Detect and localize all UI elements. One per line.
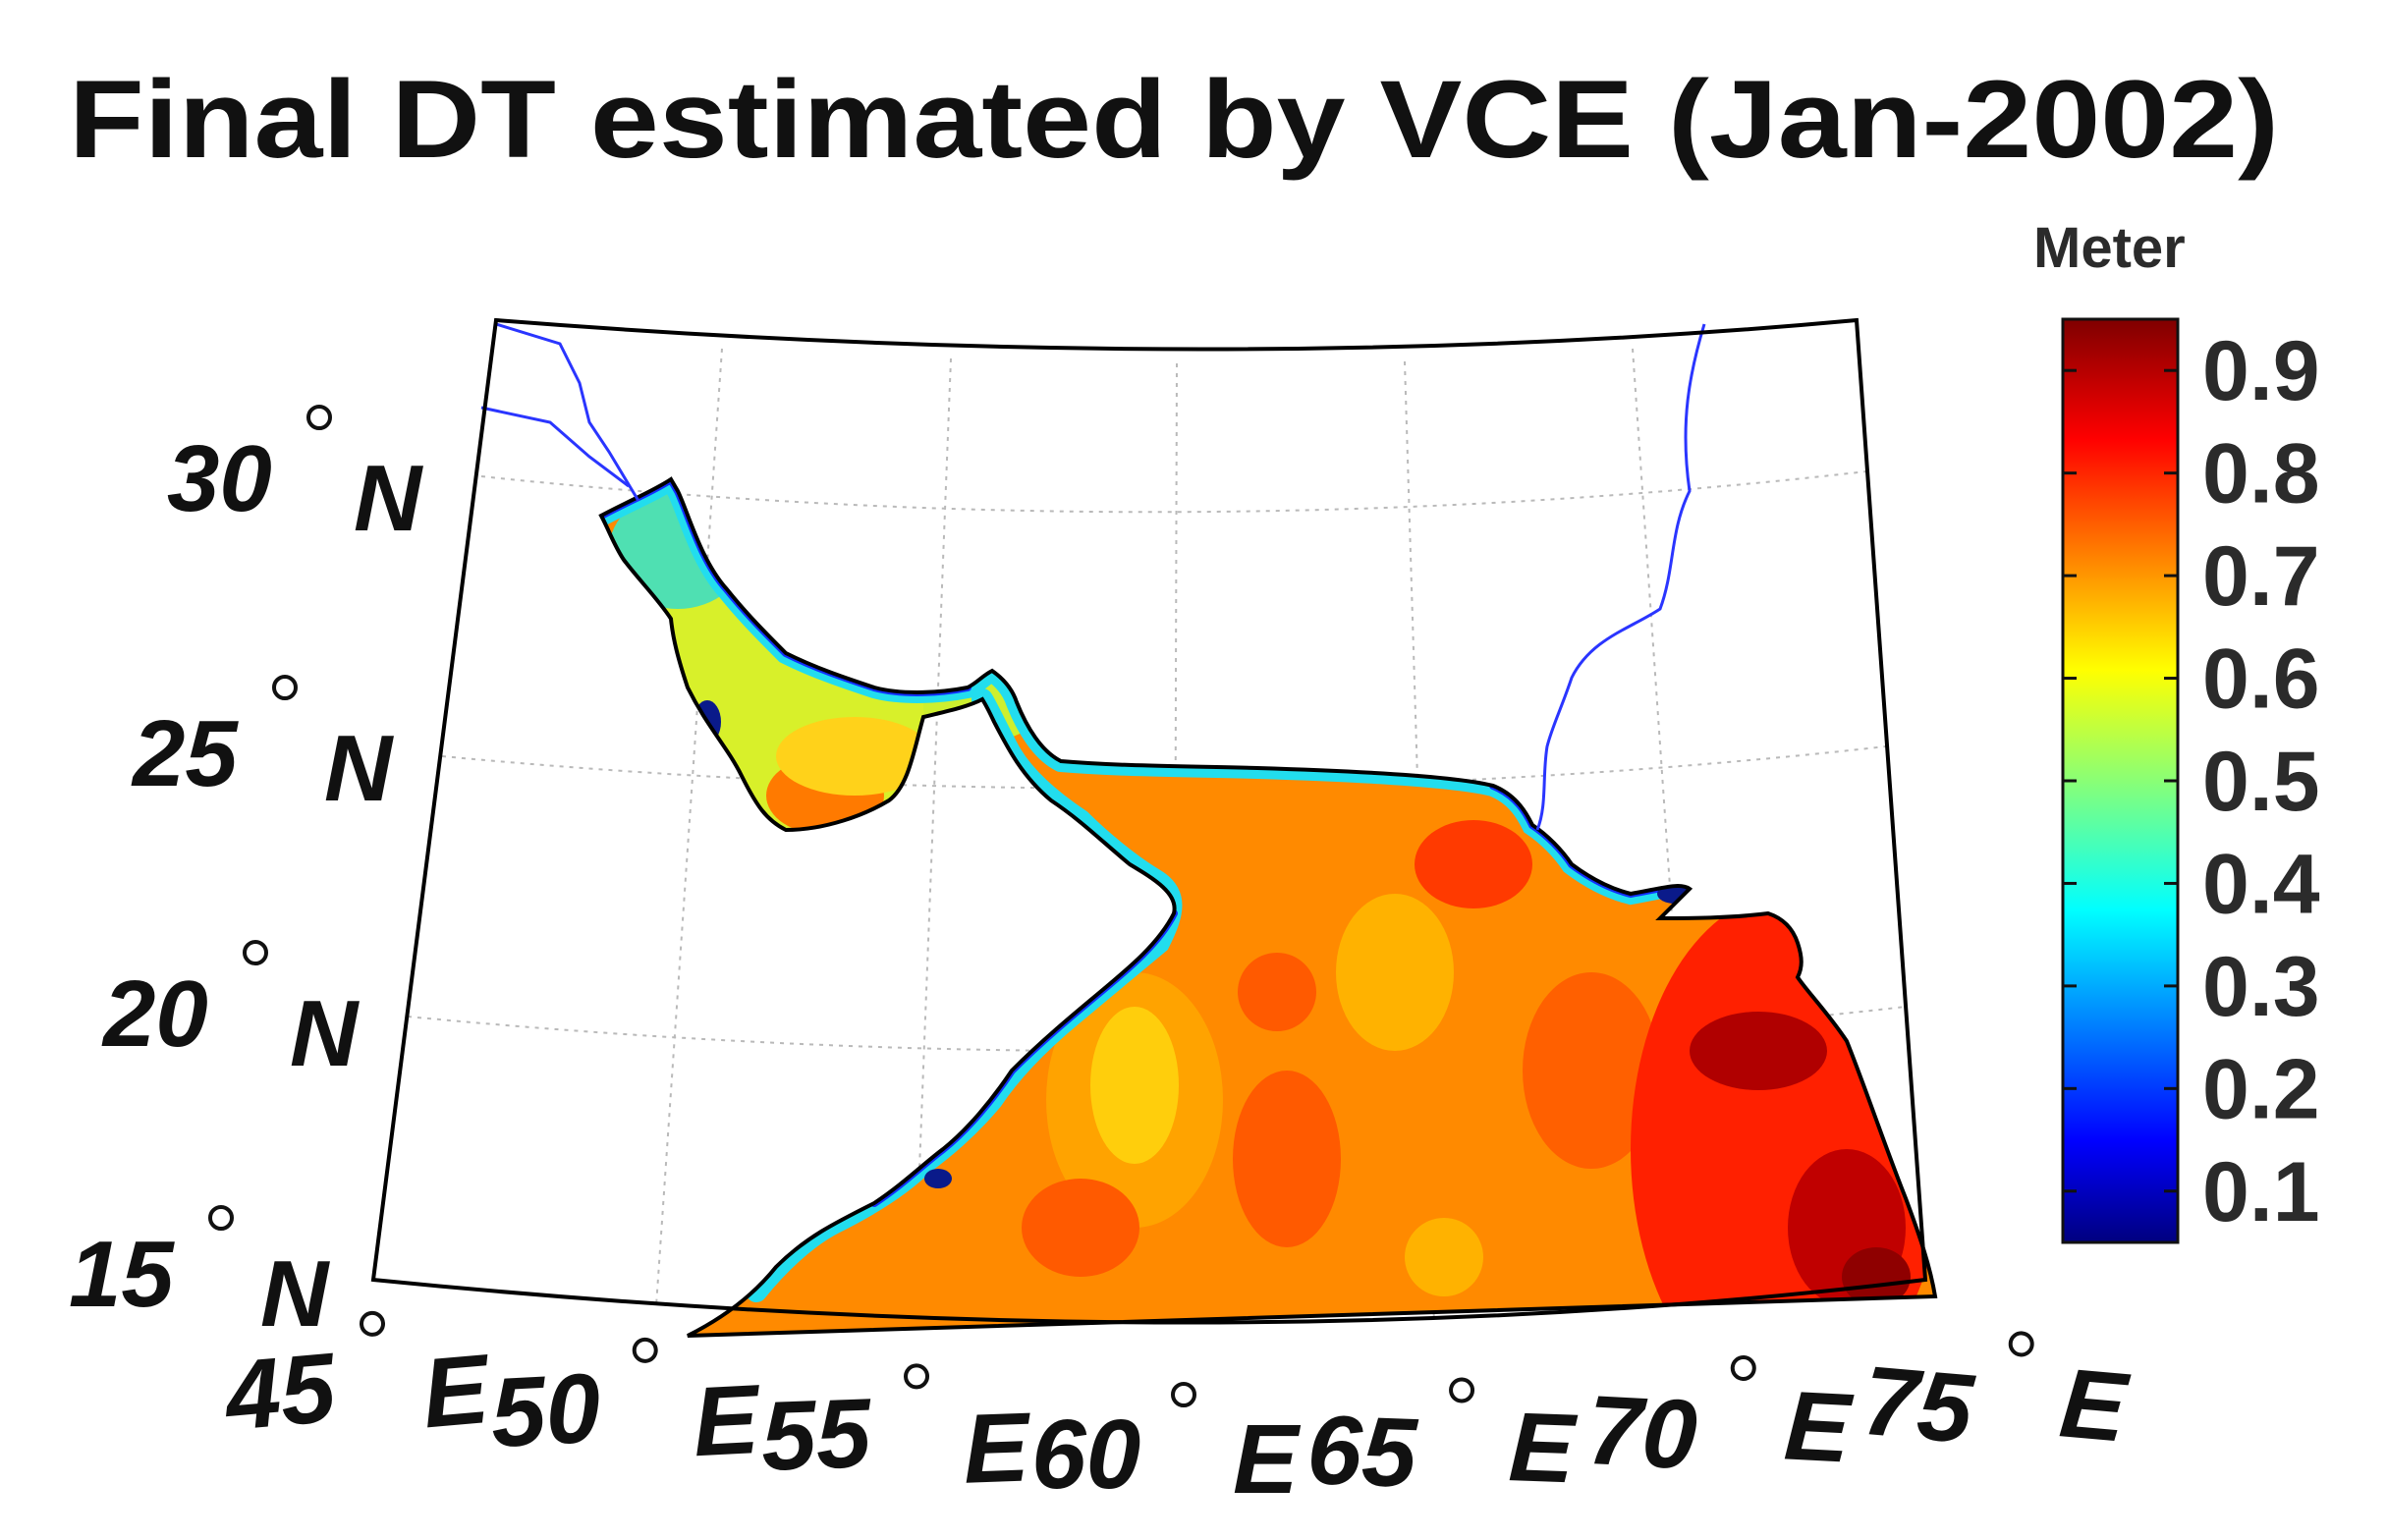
lon-label-50: 50 E xyxy=(488,1337,765,1478)
degree-symbol-icon xyxy=(360,1310,386,1337)
map-frame xyxy=(370,317,1937,1338)
lon-label-45: 45 E xyxy=(219,1310,496,1453)
lat-label-30-deg: 30 xyxy=(167,426,272,531)
coast-field-darkred-c xyxy=(1842,1247,1911,1306)
lon-label-70-deg: 70 xyxy=(1584,1375,1699,1491)
degree-symbol-icon xyxy=(1449,1377,1475,1403)
colorbar-unit-label: Meter xyxy=(2033,216,2186,280)
meridian-70 xyxy=(1632,348,1700,1312)
border-iraq-iran xyxy=(495,322,640,502)
lon-label-50-hemi: E xyxy=(691,1364,765,1478)
degree-symbol-icon xyxy=(2008,1331,2034,1357)
lon-label-75-deg: 75 xyxy=(1859,1346,1978,1464)
oman-coast-blue xyxy=(924,1169,952,1188)
lon-label-55-hemi: E xyxy=(962,1392,1034,1504)
colorbar-tick-label: 0.2 xyxy=(2202,1042,2320,1136)
figure-title: Final DT estimated by VCE (Jan-2002) xyxy=(69,58,2279,181)
parallel-30 xyxy=(480,470,1867,514)
colorbar: Meter 0.10.20.30.40.50.60.70.80.9 xyxy=(2033,216,2320,1244)
sea-field-yellow-c xyxy=(1405,1218,1483,1296)
lat-label-25-deg: 25 xyxy=(131,701,239,806)
degree-symbol-icon xyxy=(904,1363,930,1390)
lon-label-60-deg: 60 xyxy=(1031,1400,1140,1510)
colorbar-tick-label: 0.5 xyxy=(2202,735,2320,829)
lon-label-65-hemi: E xyxy=(1507,1392,1580,1504)
degree-symbol-icon xyxy=(208,1205,234,1231)
border-iraq-saudi xyxy=(480,406,630,488)
lon-label-55-deg: 55 xyxy=(759,1378,873,1492)
latitude-labels: 30 N 25 N 20 N 15 N xyxy=(69,405,423,1347)
lat-label-20-deg: 20 xyxy=(101,962,208,1067)
lon-label-65-deg: 65 xyxy=(1305,1395,1419,1509)
lat-label-20-hemi: N xyxy=(290,981,360,1086)
sea-field-red-e xyxy=(1523,972,1660,1169)
colorbar-tick-label: 0.8 xyxy=(2202,427,2320,522)
degree-symbol-icon xyxy=(272,675,298,700)
colorbar-tick-label: 0.3 xyxy=(2202,940,2320,1034)
lon-label-60: 60 E xyxy=(1031,1382,1302,1514)
lon-label-60-hemi: E xyxy=(1233,1404,1302,1514)
sea-field-yellow-b xyxy=(1336,894,1454,1051)
lon-label-70-hemi: E xyxy=(1782,1370,1857,1484)
colorbar-tick-label: 0.6 xyxy=(2202,632,2320,727)
lon-label-70: 70 E xyxy=(1584,1354,1857,1491)
degree-symbol-icon xyxy=(306,405,332,430)
lat-label-15: 15 N xyxy=(69,1205,330,1347)
sea-field-red-b xyxy=(1022,1179,1139,1277)
colorbar-tick-label: 0.4 xyxy=(2202,837,2320,931)
lat-label-15-deg: 15 xyxy=(69,1222,175,1327)
lat-label-15-hemi: N xyxy=(260,1241,330,1347)
borders xyxy=(480,322,1706,831)
sea-field-red-d xyxy=(1415,820,1532,908)
colorbar-gradient xyxy=(2061,317,2180,1244)
lon-label-75-hemi: E xyxy=(2056,1348,2134,1463)
meridian-50 xyxy=(655,348,723,1307)
sea-field-red-a xyxy=(1233,1071,1341,1247)
coast-field-darkred-a xyxy=(1690,1012,1827,1090)
lon-label-45-deg: 45 xyxy=(219,1333,341,1453)
colorbar-tick-label: 0.1 xyxy=(2202,1145,2320,1239)
map-outline xyxy=(370,317,1928,1325)
sea-field-red-c xyxy=(1238,953,1316,1031)
lon-label-50-deg: 50 xyxy=(488,1352,603,1468)
colorbar-tick-label: 0.7 xyxy=(2202,529,2320,624)
lon-label-65: 65 E xyxy=(1305,1377,1580,1509)
lat-label-30: 30 N xyxy=(167,405,423,551)
colorbar-ticks: 0.10.20.30.40.50.60.70.80.9 xyxy=(2063,324,2320,1239)
degree-symbol-icon xyxy=(1730,1354,1756,1381)
lat-label-25-hemi: N xyxy=(324,716,394,821)
sea-field-orange-a xyxy=(1046,972,1223,1228)
lat-label-30-hemi: N xyxy=(354,446,423,551)
lon-label-45-hemi: E xyxy=(418,1334,496,1450)
degree-symbol-icon xyxy=(1171,1382,1196,1407)
lon-label-75: 75 E xyxy=(1859,1331,2134,1464)
border-india-pakistan xyxy=(1535,323,1706,831)
degree-symbol-icon xyxy=(243,940,268,965)
lon-label-55: 55 E xyxy=(759,1363,1034,1505)
gulf-field-mid xyxy=(776,717,933,796)
lat-label-20: 20 N xyxy=(101,940,360,1086)
longitude-labels: 45 E 50 E 55 E 60 E 65 E 70 E xyxy=(219,1310,2134,1514)
meridian-55 xyxy=(913,358,952,1322)
colorbar-tick-label: 0.9 xyxy=(2202,324,2320,418)
lat-label-25: 25 N xyxy=(131,675,394,821)
degree-symbol-icon xyxy=(632,1337,658,1363)
